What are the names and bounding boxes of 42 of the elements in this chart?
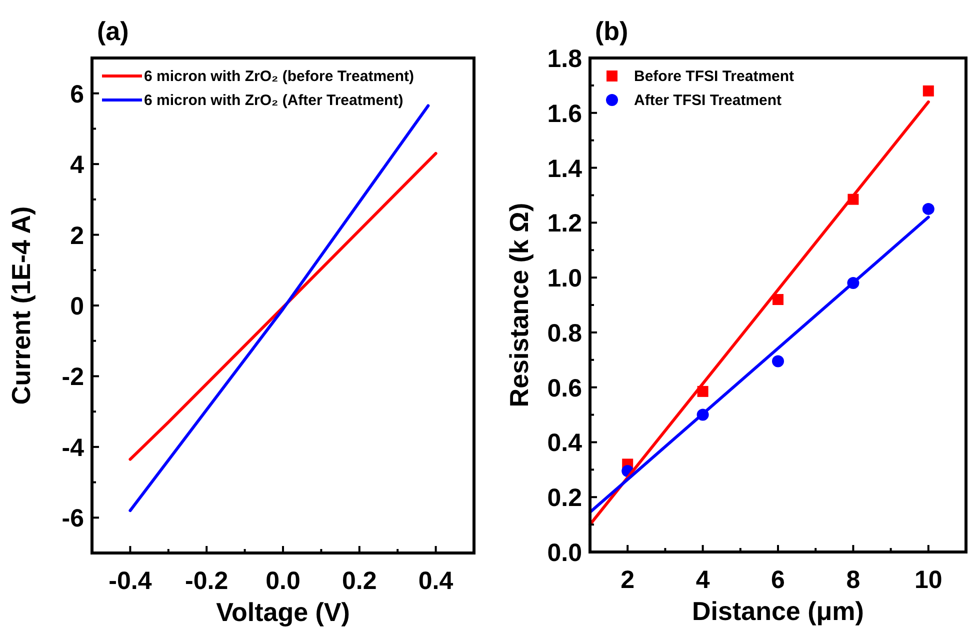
legend-label: After TFSI Treatment	[634, 92, 782, 109]
y-tick-label: 0.6	[547, 374, 582, 402]
x-tick-label: -0.4	[108, 567, 152, 595]
x-tick-label: 2	[620, 566, 635, 594]
y-tick-label: 0	[70, 292, 84, 320]
y-tick-label: -2	[62, 363, 84, 392]
y-tick-label: 1.2	[547, 210, 582, 238]
y-tick-label: 4	[70, 151, 84, 180]
y-tick-label: 1.4	[547, 154, 582, 183]
line-series	[128, 152, 438, 461]
x-axis-title: Distance (μm)	[692, 596, 864, 626]
x-tick-label: 8	[846, 566, 860, 594]
x-axis-title: Voltage (V)	[216, 597, 350, 627]
point	[772, 294, 784, 306]
legend-label: Before TFSI Treatment	[634, 68, 794, 85]
point	[922, 85, 934, 96]
x-tick-label: 6	[771, 566, 785, 594]
y-tick-label: 2	[70, 222, 84, 250]
y-tick-label: 1.8	[547, 45, 582, 73]
y-axis-title: Current (1E-4 A)	[6, 206, 36, 405]
y-tick-label: 0.4	[547, 429, 582, 458]
x-tick-label: 4	[696, 566, 710, 594]
x-tick-label: 10	[914, 566, 942, 594]
y-tick-label: -6	[62, 504, 84, 533]
y-tick-label: -4	[62, 434, 84, 462]
point	[922, 202, 934, 215]
x-tick-label: -0.2	[185, 567, 228, 595]
y-axis-title: Resistance (k Ω)	[504, 202, 534, 408]
chart-title: (b)	[595, 16, 628, 46]
point	[772, 355, 784, 368]
chart-title: (a)	[97, 16, 129, 46]
y-tick-label: 0.8	[547, 319, 582, 348]
y-tick-label: 1.6	[547, 100, 582, 128]
x-tick-label: 0.4	[418, 567, 454, 595]
y-tick-label: 0.0	[547, 539, 582, 567]
legend-label: 6 micron with ZrO₂ (before Treatment)	[144, 68, 414, 85]
x-tick-label: 0.0	[266, 567, 300, 595]
legend-label: 6 micron with ZrO₂ (After Treatment)	[144, 92, 404, 109]
y-tick-label: 6	[70, 80, 84, 108]
x-tick-label: 0.2	[342, 567, 377, 595]
y-tick-label: 0.2	[547, 484, 582, 512]
y-tick-label: 1.0	[547, 264, 582, 293]
